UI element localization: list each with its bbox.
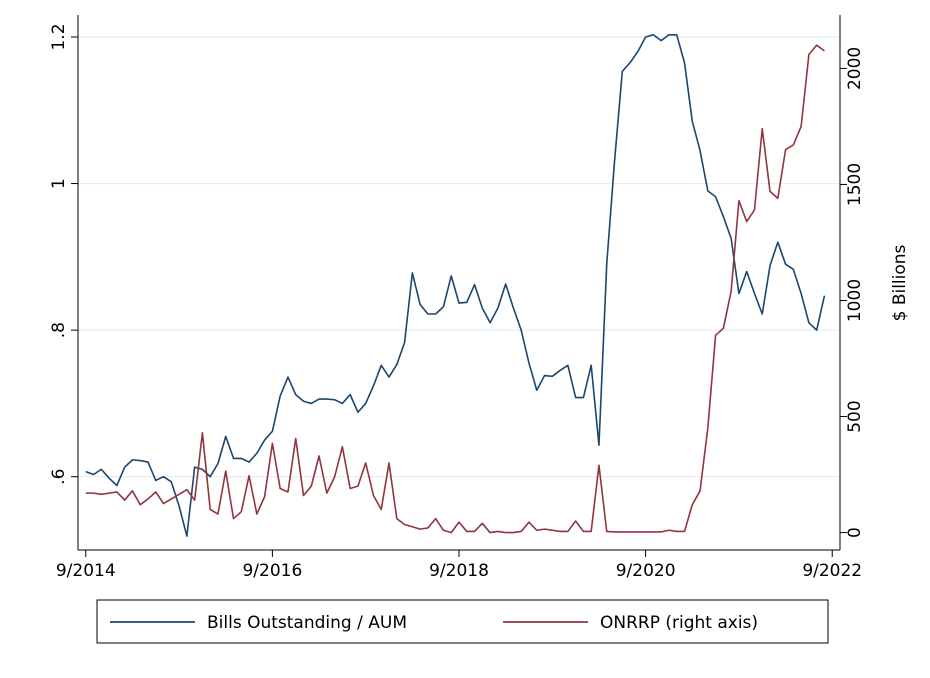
series-line bbox=[85, 33, 826, 537]
x-tick-label: 9/2020 bbox=[616, 561, 676, 581]
series-line bbox=[85, 44, 825, 534]
y2-tick-label: 1000 bbox=[845, 279, 865, 322]
y2-axis-label: $ Billions bbox=[890, 244, 910, 321]
legend-label: ONRRP (right axis) bbox=[600, 613, 758, 633]
x-tick-label: 9/2022 bbox=[802, 561, 862, 581]
y2-tick-label: 500 bbox=[845, 400, 865, 432]
y-tick-label: 1 bbox=[49, 178, 69, 189]
y2-tick-label: 1500 bbox=[845, 163, 865, 206]
y-tick-label: .8 bbox=[49, 322, 69, 338]
y2-tick-label: 2000 bbox=[845, 47, 865, 90]
x-tick-label: 9/2014 bbox=[56, 561, 116, 581]
legend-label: Bills Outstanding / AUM bbox=[207, 613, 407, 633]
y-tick-label: 1.2 bbox=[49, 23, 69, 50]
y-tick-label: .6 bbox=[49, 469, 69, 485]
legend-box bbox=[96, 599, 829, 644]
y2-tick-label: 0 bbox=[845, 527, 865, 538]
x-tick-label: 9/2018 bbox=[429, 561, 489, 581]
x-tick-label: 9/2016 bbox=[242, 561, 302, 581]
